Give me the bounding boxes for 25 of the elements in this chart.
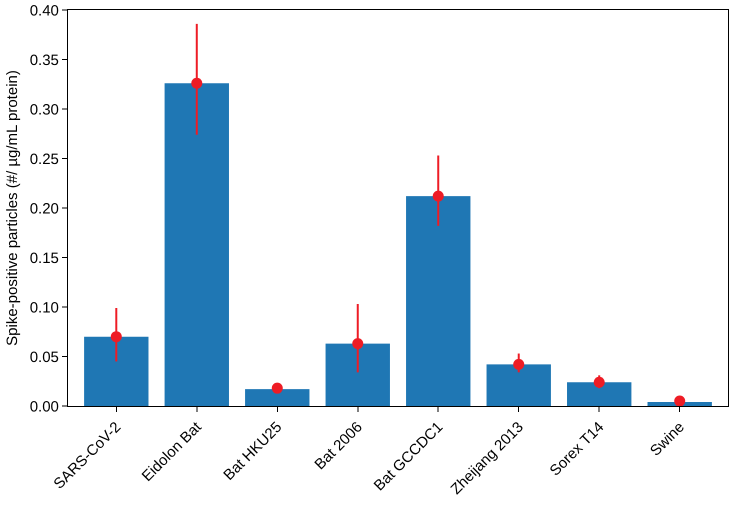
point [110,331,122,342]
y-tick-label: 0.25 [30,150,59,168]
y-axis-title: Spike-positive particles (#/ µg/mL protein) [4,70,21,346]
y-tick-label: 0.00 [30,398,59,416]
bar [84,336,148,406]
y-tick-label: 0.40 [30,2,59,20]
point [594,376,605,388]
y-tick-label: 0.10 [30,299,59,316]
point [513,358,524,370]
point [191,78,202,89]
bar [567,382,632,406]
bar [326,344,390,406]
point [272,382,283,394]
point [674,396,686,407]
bar [406,196,470,406]
y-tick-label: 0.05 [30,348,59,366]
bar [486,364,551,406]
y-tick-label: 0.20 [30,200,59,218]
point [352,338,364,350]
bar [245,389,310,406]
bar [164,83,229,406]
y-tick-label: 0.35 [30,52,59,69]
y-tick-label: 0.15 [30,250,59,267]
point [432,190,444,202]
y-tick-label: 0.30 [30,101,59,118]
